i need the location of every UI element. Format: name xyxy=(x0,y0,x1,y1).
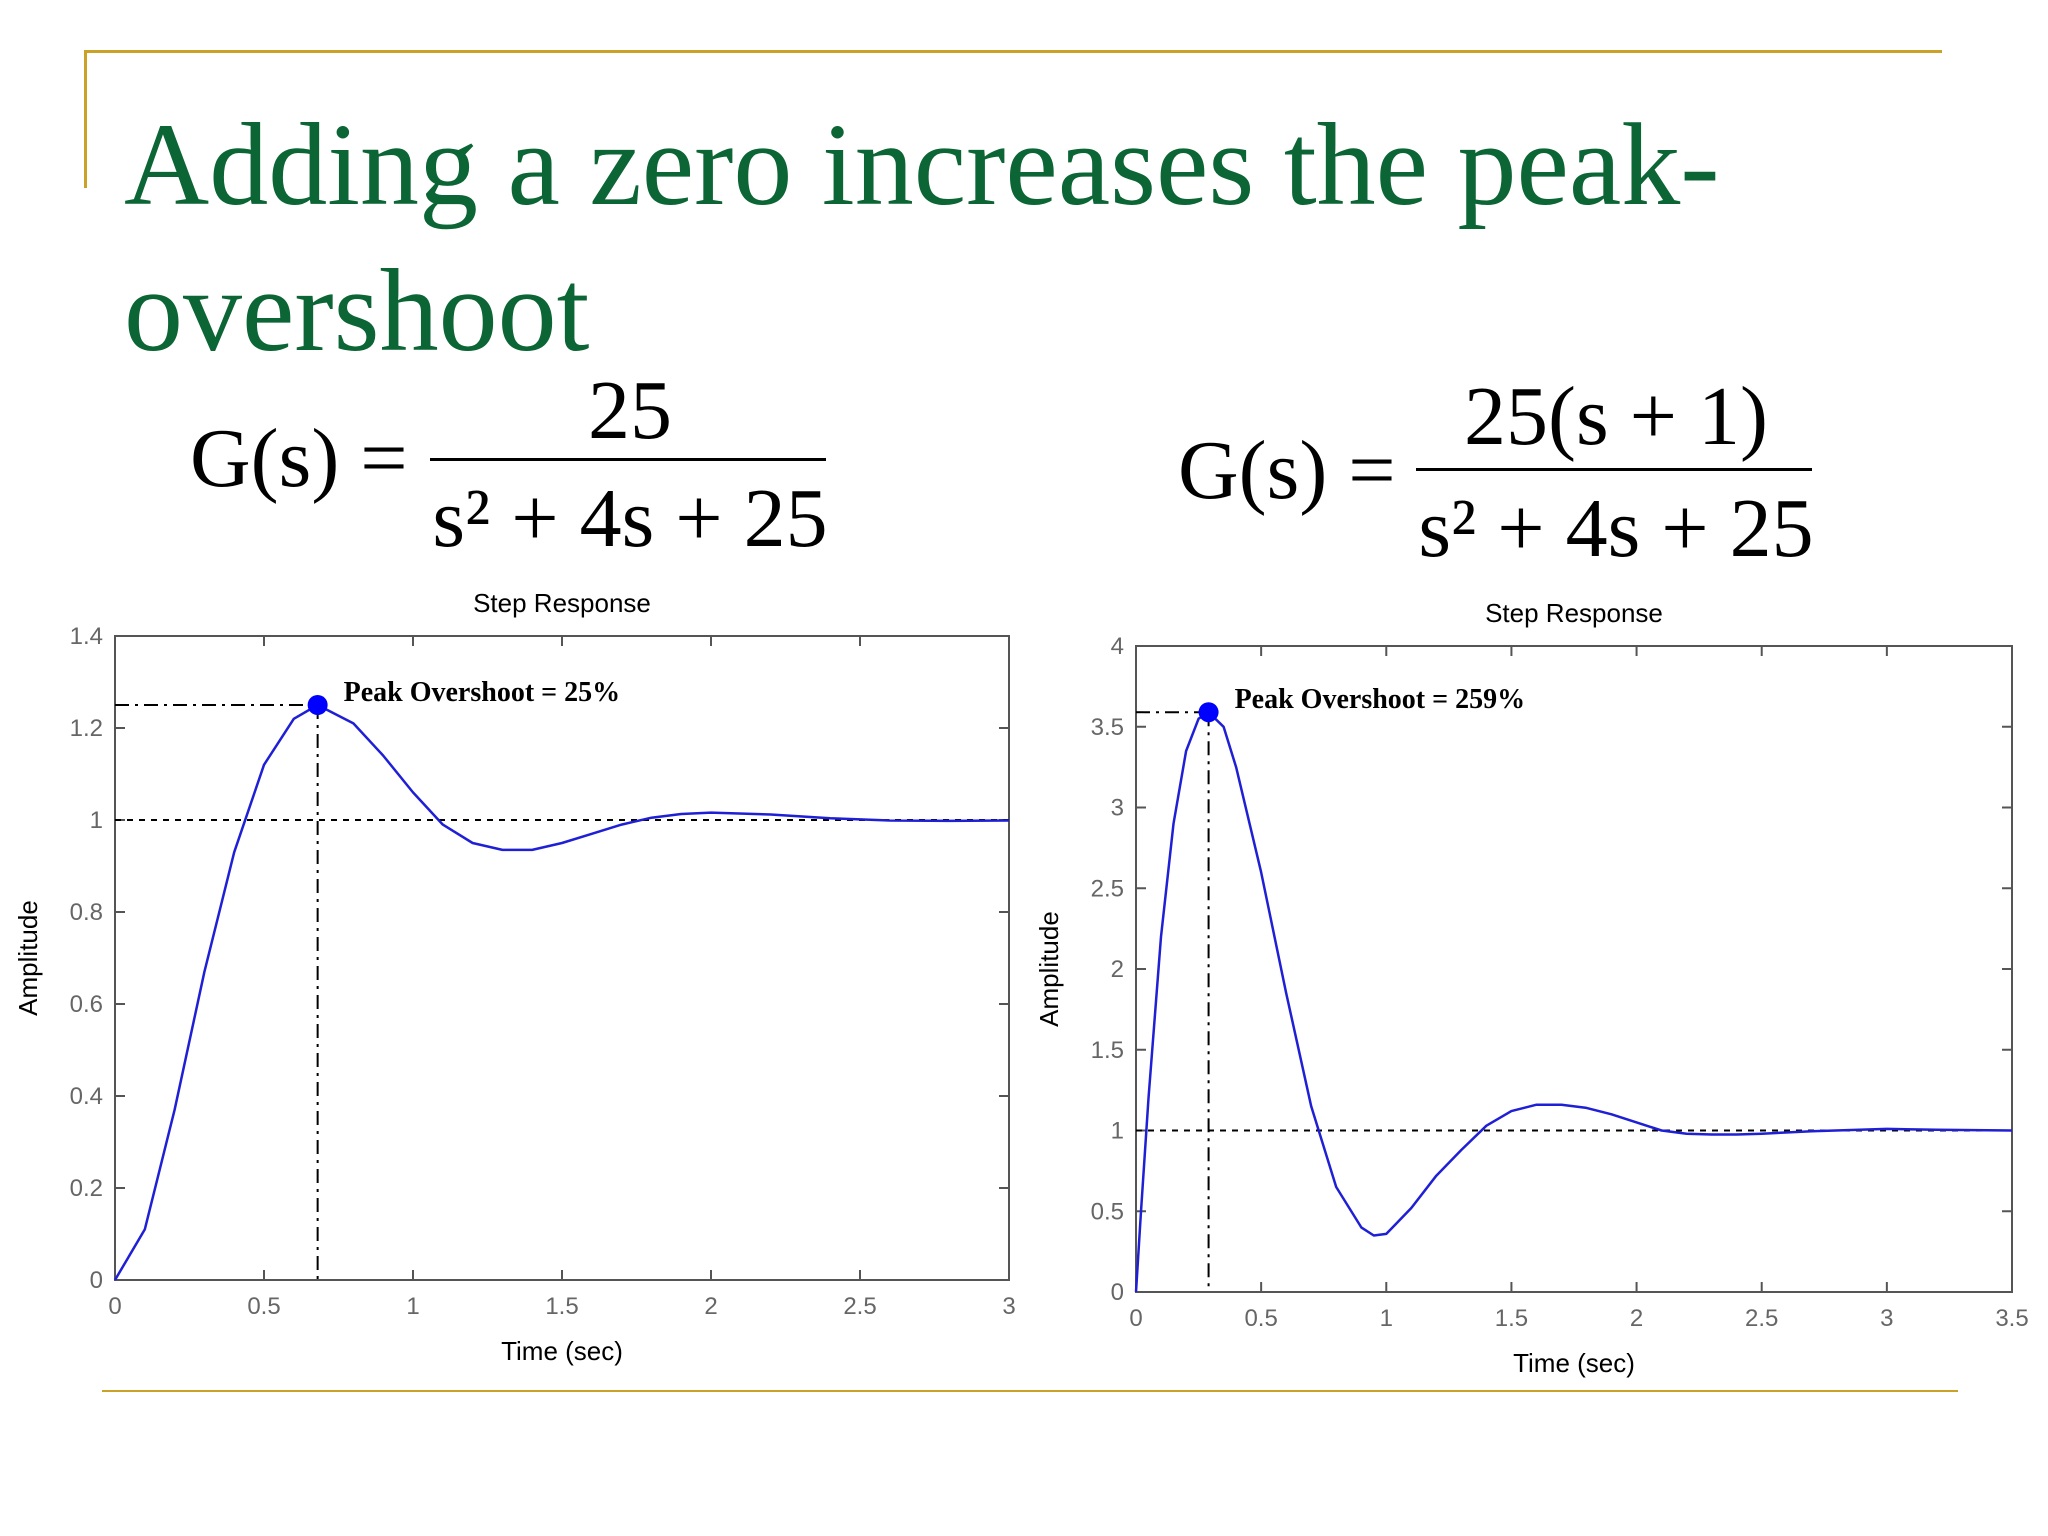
step-response-curve xyxy=(113,703,1010,1281)
y-tick-label: 1.5 xyxy=(1091,1037,1124,1064)
y-axis-label: Amplitude xyxy=(1034,911,1064,1027)
y-axis-label: Amplitude xyxy=(13,900,43,1016)
x-tick-label: 0 xyxy=(108,1293,121,1320)
peak-overshoot-label: Peak Overshoot = 25% xyxy=(344,677,621,708)
x-tick-label: 2.5 xyxy=(843,1293,876,1320)
x-tick-label: 1 xyxy=(1380,1305,1393,1332)
y-tick-label: 0 xyxy=(90,1267,103,1294)
formula-left-numerator: 25 xyxy=(588,364,672,457)
x-tick-label: 2 xyxy=(1630,1305,1643,1332)
x-tick-label: 1.5 xyxy=(545,1293,578,1320)
x-axis-label: Time (sec) xyxy=(501,1336,623,1366)
y-tick-label: 3.5 xyxy=(1091,714,1124,741)
y-tick-label: 3 xyxy=(1111,795,1124,822)
x-axis-label: Time (sec) xyxy=(1513,1348,1635,1378)
plot-frame xyxy=(1135,645,2013,1293)
step-response-curve xyxy=(1134,710,2013,1293)
formula-right-fraction-bar xyxy=(1416,468,1812,471)
formula-left-fraction-bar xyxy=(430,458,826,461)
formula-right-numerator: 25(s + 1) xyxy=(1463,370,1768,463)
y-tick-label: 1 xyxy=(1111,1118,1124,1145)
y-tick-label: 1.2 xyxy=(70,715,103,742)
peak-marker xyxy=(1198,702,1219,723)
y-tick-label: 0.4 xyxy=(70,1083,103,1110)
peak-overshoot-label: Peak Overshoot = 259% xyxy=(1235,684,1526,715)
x-tick-label: 3 xyxy=(1002,1293,1015,1320)
slide-title: Adding a zero increases the peak-oversho… xyxy=(124,99,1720,376)
formula-right-lhs: G(s) = xyxy=(1178,424,1396,517)
y-tick-label: 0.6 xyxy=(70,991,103,1018)
top-rule xyxy=(84,50,1942,53)
peak-marker xyxy=(307,695,328,715)
formula-left-denominator: s² + 4s + 25 xyxy=(432,472,828,565)
y-tick-label: 0 xyxy=(1111,1279,1124,1306)
x-tick-label: 2 xyxy=(704,1293,717,1320)
y-tick-label: 2 xyxy=(1111,956,1124,983)
y-tick-label: 0.5 xyxy=(1091,1198,1124,1225)
x-tick-label: 1 xyxy=(406,1293,419,1320)
x-tick-label: 1.5 xyxy=(1495,1305,1528,1332)
chart-title: Step Response xyxy=(1485,598,1663,628)
chart-title: Step Response xyxy=(473,588,651,618)
y-tick-label: 0.2 xyxy=(70,1175,103,1202)
x-tick-label: 2.5 xyxy=(1745,1305,1778,1332)
formula-right-denominator: s² + 4s + 25 xyxy=(1418,482,1814,575)
left-rule xyxy=(84,50,87,188)
y-tick-label: 4 xyxy=(1111,633,1124,660)
y-tick-label: 1 xyxy=(90,807,103,834)
y-tick-label: 1.4 xyxy=(70,623,103,650)
x-tick-label: 3.5 xyxy=(1995,1305,2028,1332)
x-tick-label: 3 xyxy=(1880,1305,1893,1332)
formula-left-lhs: G(s) = xyxy=(190,412,408,505)
x-tick-label: 0.5 xyxy=(247,1293,280,1320)
x-tick-label: 0 xyxy=(1129,1305,1142,1332)
y-tick-label: 2.5 xyxy=(1091,875,1124,902)
bottom-rule xyxy=(102,1390,1958,1392)
x-tick-label: 0.5 xyxy=(1244,1305,1277,1332)
y-tick-label: 0.8 xyxy=(70,899,103,926)
